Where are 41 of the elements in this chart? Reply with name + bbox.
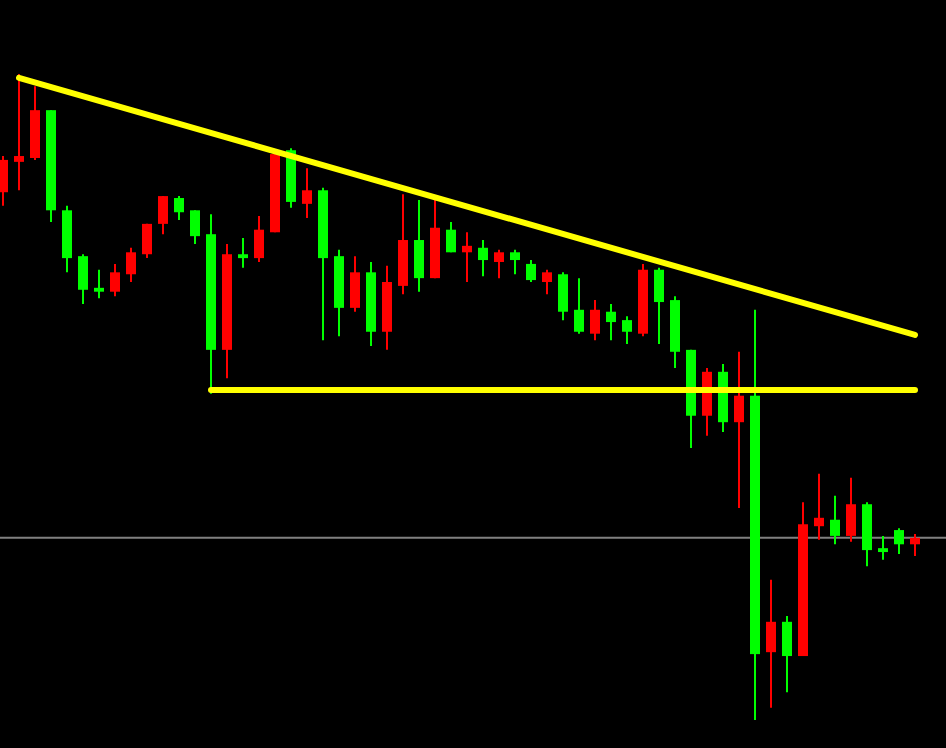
candlestick: [622, 315, 632, 346]
candlestick: [142, 222, 152, 260]
candlestick: [558, 271, 568, 322]
candlestick: [606, 302, 616, 342]
candlestick: [190, 209, 200, 245]
candlestick: [734, 350, 744, 510]
candlestick: [398, 193, 408, 296]
candlestick: [158, 195, 168, 236]
candlestick: [0, 155, 8, 207]
candlestick: [174, 195, 184, 221]
candlestick: [542, 268, 552, 296]
candlestick: [30, 85, 40, 161]
candlestick: [862, 501, 872, 568]
candlestick: [878, 534, 888, 561]
candlestick: [510, 248, 520, 276]
candlestick: [654, 266, 664, 346]
candlestick: [830, 494, 840, 546]
candlestick: [238, 237, 248, 269]
candlestick: [302, 167, 312, 220]
candlestick: [446, 220, 456, 254]
candlestick: [14, 73, 24, 192]
candlestick: [126, 246, 136, 284]
candlestick: [766, 578, 776, 709]
candlestick: [62, 204, 72, 274]
candlestick: [894, 527, 904, 555]
candlestick: [254, 215, 264, 263]
candlestick: [782, 614, 792, 694]
candlestick: [478, 239, 488, 278]
candlestick: [494, 248, 504, 280]
candlestick: [462, 231, 472, 284]
candlestick: [526, 259, 536, 284]
candlestick: [590, 299, 600, 342]
candlestick: [910, 532, 920, 557]
candlestick: [78, 253, 88, 305]
candlestick: [814, 472, 824, 541]
candlestick: [846, 476, 856, 543]
candlestick: [110, 262, 120, 298]
candlestick: [94, 268, 104, 300]
candlestick: [350, 255, 360, 313]
candlestick: [574, 277, 584, 335]
candlestick: [414, 198, 424, 293]
